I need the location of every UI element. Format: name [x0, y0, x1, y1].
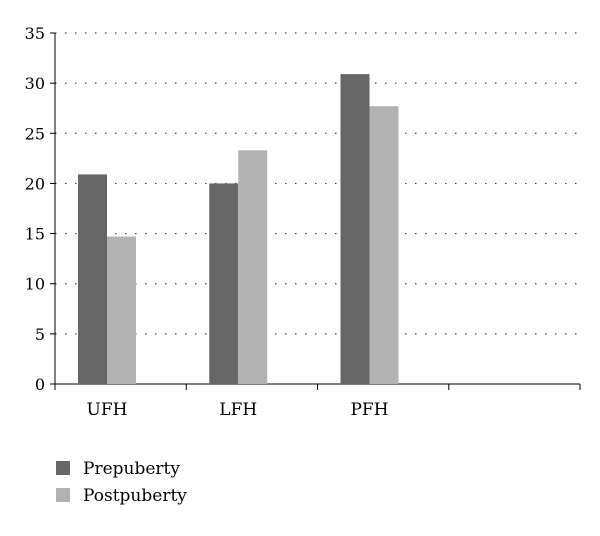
y-tick-label: 20 [25, 174, 45, 193]
legend-swatch [56, 461, 70, 475]
y-tick-label: 10 [25, 275, 45, 294]
y-tick-label: 0 [35, 375, 45, 394]
y-tick-label: 25 [25, 124, 45, 143]
legend-label: Postpuberty [83, 486, 187, 506]
tick-labels: 0 5 10 15 20 25 30 35 UFH LFH PFH [25, 24, 389, 420]
x-tick-label: LFH [219, 400, 257, 420]
axes [50, 32, 581, 390]
bar-prepuberty-pfh [340, 74, 370, 385]
x-tick-label: UFH [87, 400, 128, 420]
legend-swatch [56, 488, 70, 502]
bars [78, 74, 399, 385]
x-tick-label: PFH [350, 400, 388, 420]
legend-label: Prepuberty [83, 459, 180, 479]
bar-postpuberty-lfh [238, 150, 268, 384]
y-tick-label: 35 [25, 24, 45, 43]
bar-prepuberty-ufh [78, 174, 107, 384]
legend: Prepuberty Postpuberty [56, 459, 187, 506]
bar-postpuberty-ufh [107, 236, 136, 384]
bar-postpuberty-pfh [369, 106, 399, 385]
y-tick-label: 15 [25, 225, 45, 244]
y-tick-label: 5 [35, 325, 45, 344]
bar-prepuberty-lfh [209, 183, 239, 384]
y-tick-label: 30 [25, 74, 45, 93]
